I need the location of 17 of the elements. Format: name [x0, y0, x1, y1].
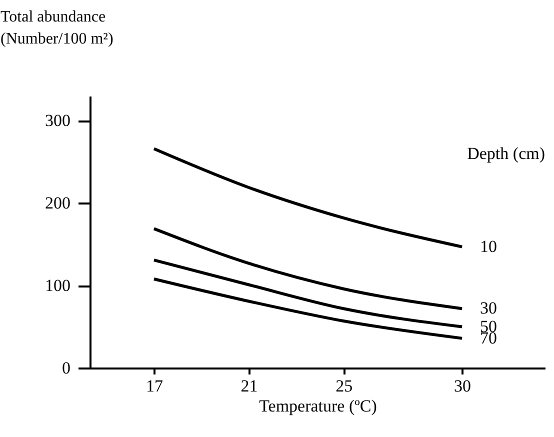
y-tick-label: 300	[45, 111, 70, 130]
x-tick-label: 21	[240, 376, 258, 396]
x-tick-label: 17	[146, 376, 164, 396]
y-tick-label: 0	[62, 358, 70, 378]
y-tick-label: 100	[45, 276, 70, 296]
line-series	[152, 147, 464, 248]
x-tick-label: 30	[454, 376, 472, 396]
series-label: 30	[480, 298, 498, 318]
x-axis-title: Temperature (ºC)	[259, 396, 377, 416]
legend-title: Depth (cm)	[467, 144, 545, 163]
line-series	[152, 277, 464, 340]
x-tick-label: 25	[336, 376, 353, 396]
y-tick-label: 200	[45, 194, 70, 213]
line-series	[152, 227, 464, 310]
series-label: 10	[480, 236, 498, 256]
y-axis-title: Total abundance (Number/100 m²)	[0, 8, 114, 48]
line-series	[152, 258, 464, 328]
